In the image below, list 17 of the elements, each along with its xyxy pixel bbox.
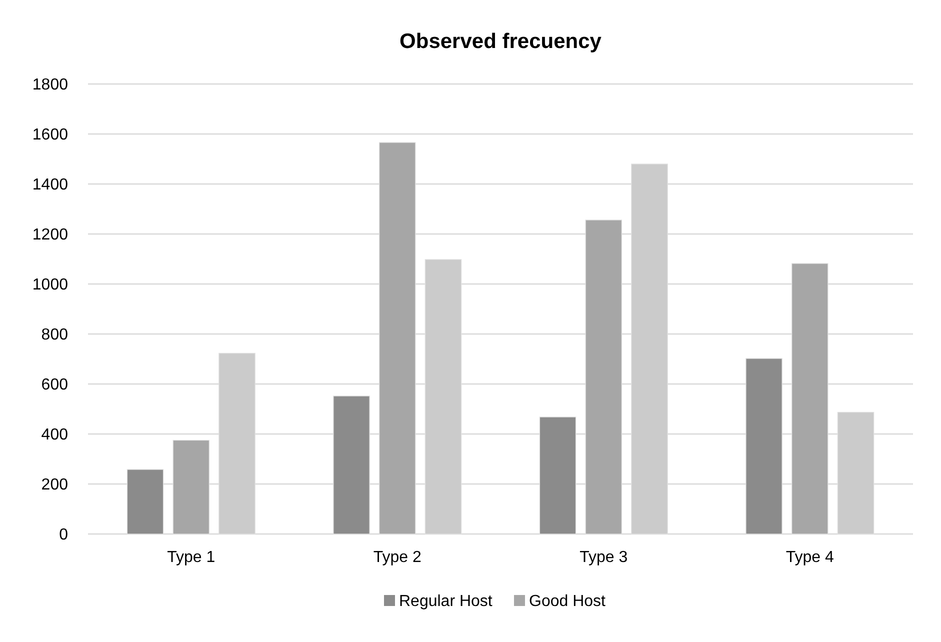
y-tick-label: 600: [41, 376, 68, 394]
chart-title: Observed frecuency: [400, 30, 602, 53]
x-tick-label: Type 2: [373, 549, 422, 566]
y-tick-label: 400: [41, 426, 68, 444]
y-tick-label: 1800: [32, 76, 68, 94]
y-tick-label: 1000: [32, 276, 68, 294]
y-tick-label: 1200: [32, 226, 68, 244]
legend-label: Good Host: [529, 593, 606, 610]
x-tick-label: Type 3: [580, 549, 628, 566]
y-tick-label: 1600: [32, 126, 68, 144]
y-tick-label: 0: [59, 526, 68, 544]
legend-label: Regular Host: [399, 593, 493, 610]
y-tick-label: 1400: [32, 176, 68, 194]
y-tick-label: 200: [41, 476, 68, 494]
y-tick-label: 800: [41, 326, 68, 344]
x-tick-label: Type 1: [167, 549, 216, 566]
x-tick-label: Type 4: [786, 549, 834, 566]
